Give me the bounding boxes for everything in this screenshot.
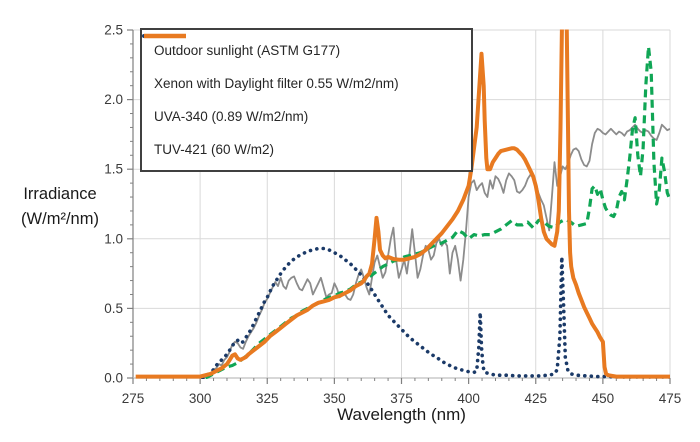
y-tick-label: 2.5 — [104, 23, 123, 38]
x-tick-label: 400 — [457, 391, 480, 406]
legend-item-xenon-daylight-filter: Xenon with Daylight filter 0.55 W/m2/nm) — [144, 34, 471, 99]
x-tick-label: 375 — [390, 391, 413, 406]
x-tick-label: 450 — [592, 391, 615, 406]
x-tick-label: 475 — [659, 391, 682, 406]
y-tick-label: 2.0 — [104, 92, 123, 107]
y-axis-title: Irradiance (W/m²/nm) — [4, 182, 116, 232]
legend-item-uva-340: UVA-340 (0.89 W/m2/nm) — [142, 34, 471, 132]
y-tick-label: 0.0 — [104, 371, 123, 386]
legend-label: UVA-340 (0.89 W/m2/nm) — [154, 109, 309, 124]
y-axis-title-line2: (W/m²/nm) — [21, 210, 99, 228]
legend-label: TUV-421 (60 W/m2) — [154, 142, 275, 157]
x-tick-label: 300 — [189, 391, 212, 406]
y-tick-label: 1.0 — [104, 231, 123, 246]
x-tick-label: 325 — [256, 391, 279, 406]
x-axis-title: Wavelength (nm) — [337, 405, 466, 424]
legend-label: Outdoor sunlight (ASTM G177) — [154, 43, 341, 58]
legend-item-tuv-421: TUV-421 (60 W/m2) — [144, 33, 471, 165]
series-line-2 — [201, 246, 670, 379]
legend-label: Xenon with Daylight filter 0.55 W/m2/nm) — [154, 76, 399, 91]
legend-item-outdoor-sunlight: Outdoor sunlight (ASTM G177) — [144, 35, 471, 66]
legend-line-sample-icon — [144, 33, 186, 39]
series-line-1 — [204, 45, 670, 379]
legend: Outdoor sunlight (ASTM G177) Xenon with … — [140, 28, 473, 172]
y-axis-title-line1: Irradiance — [23, 185, 97, 203]
series-line-3 — [135, 29, 670, 379]
x-tick-label: 425 — [524, 391, 547, 406]
y-tick-label: 0.5 — [104, 301, 123, 316]
y-tick-label: 1.5 — [104, 162, 123, 177]
x-tick-label: 350 — [323, 391, 346, 406]
x-tick-label: 275 — [122, 391, 145, 406]
